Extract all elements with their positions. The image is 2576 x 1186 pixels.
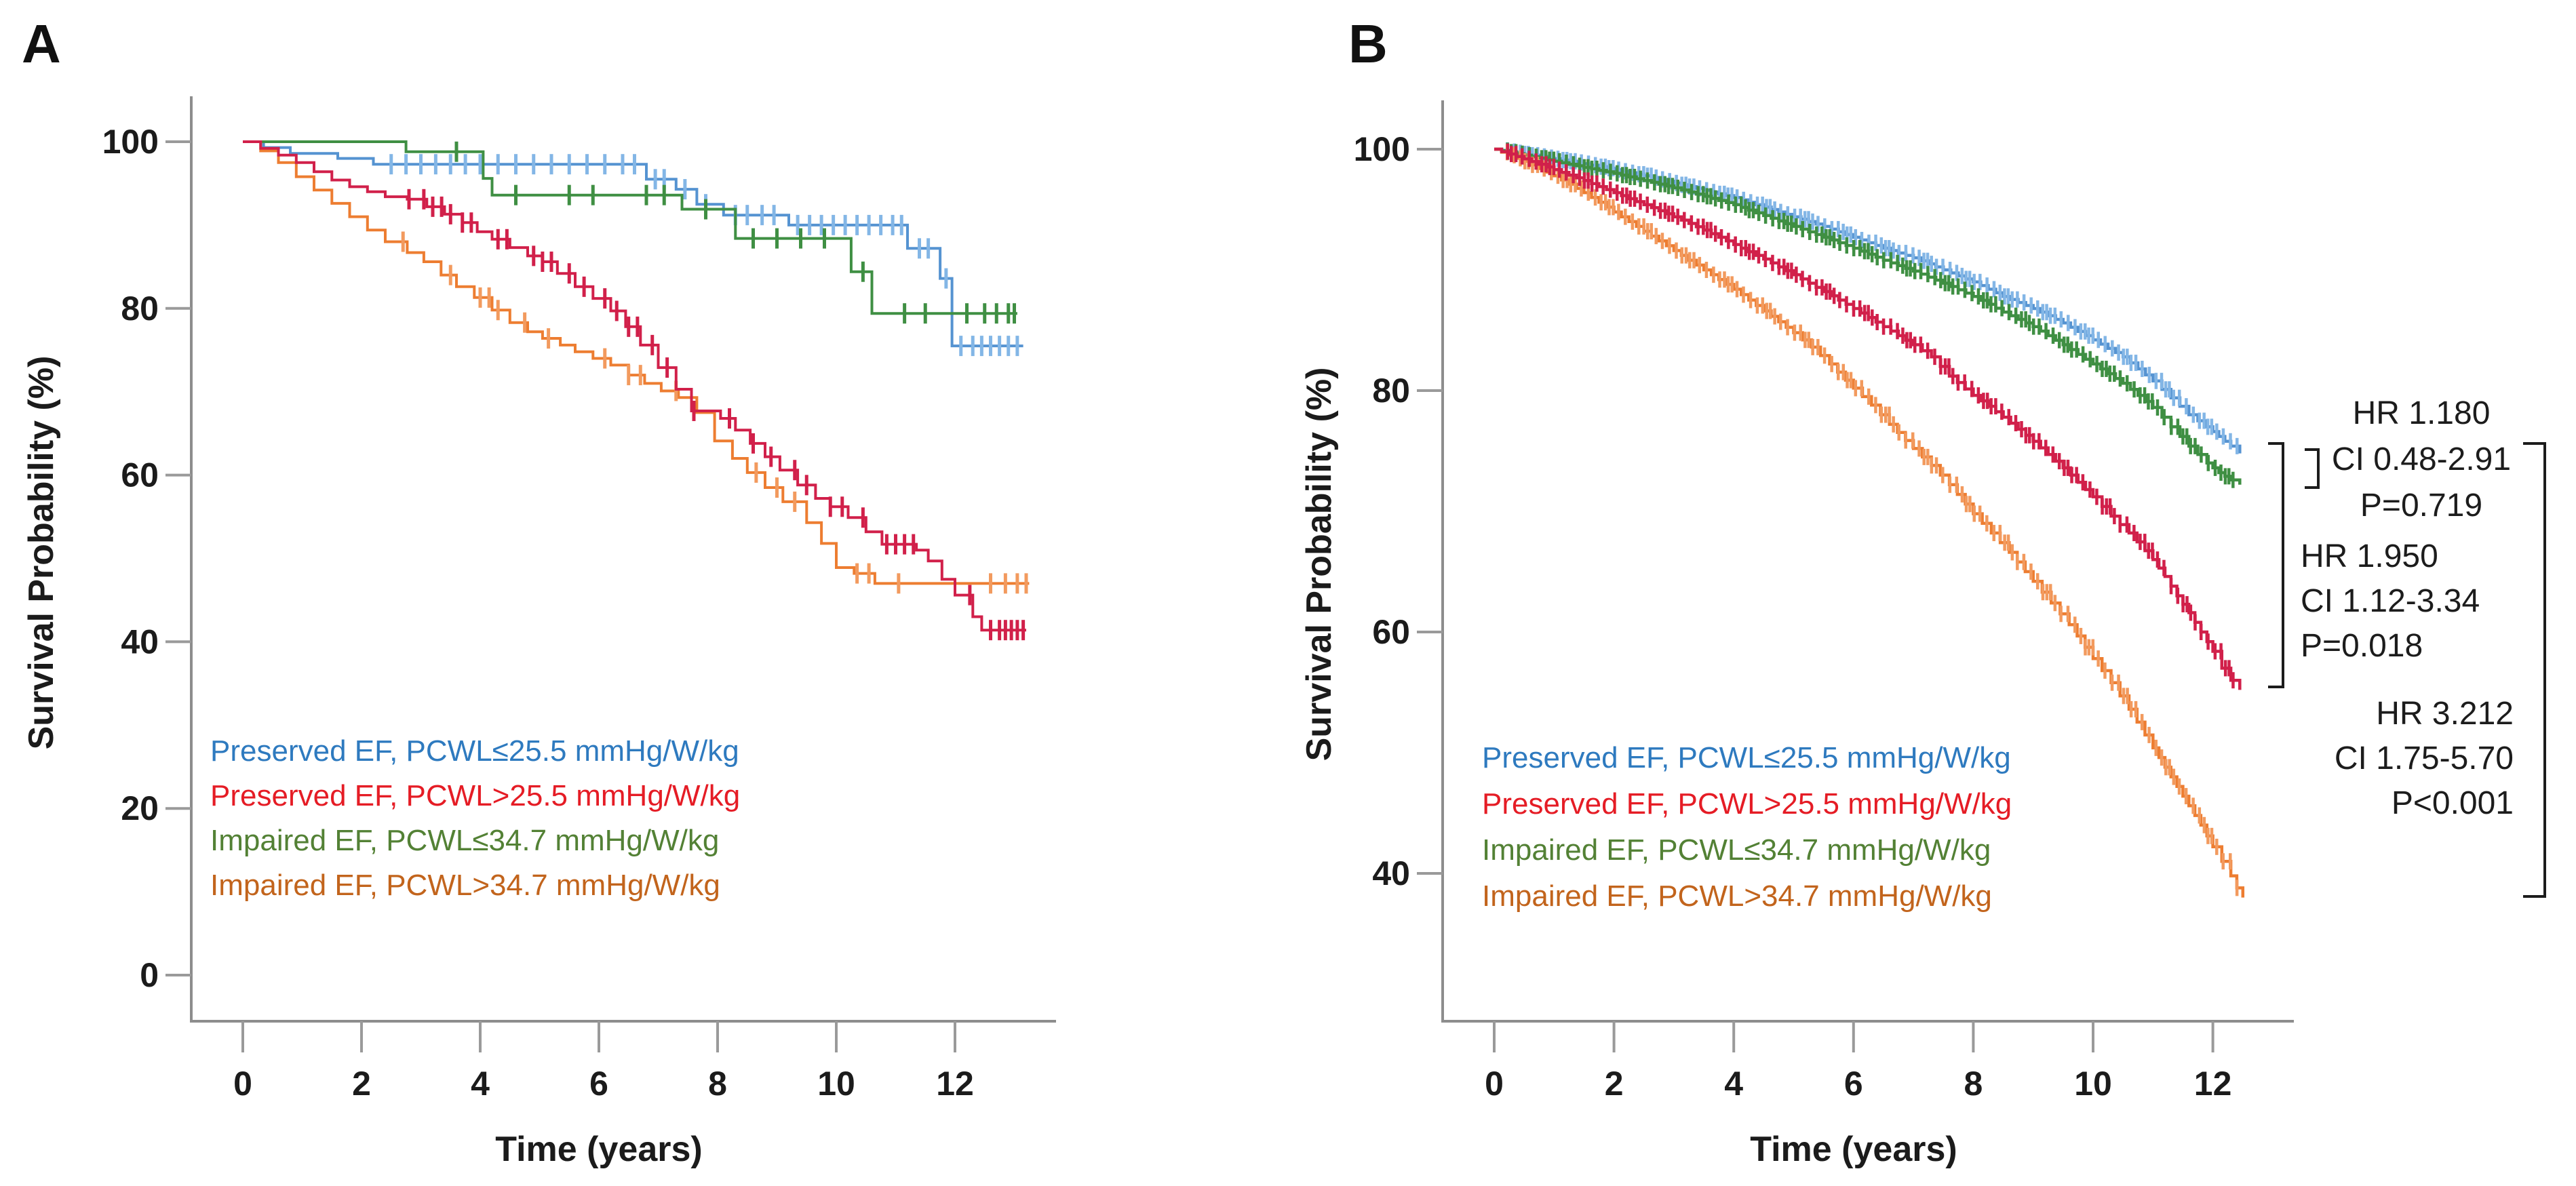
- ci-value: CI 1.75-5.70: [2334, 740, 2514, 776]
- legend-item-2: Impaired EF, PCWL≤34.7 mmHg/W/kg: [210, 824, 719, 857]
- legend-item-1: Preserved EF, PCWL>25.5 mmHg/W/kg: [210, 779, 740, 812]
- p-value: P=0.018: [2301, 628, 2423, 664]
- hr-value: HR 1.950: [2301, 538, 2438, 574]
- comparison-bracket-1: [2305, 448, 2320, 489]
- panel-b-legend: Preserved EF, PCWL≤25.5 mmHg/W/kg Preserv…: [1482, 741, 2012, 913]
- x-tick-label: 6: [589, 1065, 608, 1103]
- y-tick-label: 40: [121, 622, 159, 660]
- x-tick-label: 10: [817, 1065, 855, 1103]
- comparison-bracket-3: [2523, 442, 2546, 898]
- panel-b-label: B: [1348, 14, 1388, 74]
- legend-item-0: Preserved EF, PCWL≤25.5 mmHg/W/kg: [1482, 741, 2011, 774]
- y-tick-label: 60: [121, 456, 159, 494]
- panel-a-axes: [190, 96, 1056, 1023]
- panel-b-plot: 100 80 60 40 0 2 4 6 8 10 12: [1354, 100, 2546, 1103]
- panel-a-label: A: [22, 14, 61, 74]
- panel-b-x-axis-title: Time (years): [1750, 1130, 1957, 1169]
- p-value: P<0.001: [2391, 785, 2514, 821]
- x-tick-label: 6: [1844, 1065, 1863, 1103]
- y-tick-label: 20: [121, 789, 159, 827]
- censors-impaired-gt: [1505, 144, 2239, 896]
- comparison-bracket-2: [2268, 442, 2284, 688]
- y-tick-label: 60: [1372, 613, 1410, 651]
- legend-item-0: Preserved EF, PCWL≤25.5 mmHg/W/kg: [210, 734, 739, 768]
- legend-item-3: Impaired EF, PCWL>34.7 mmHg/W/kg: [210, 869, 720, 902]
- hr-annotation-preservedle-vs-preservedgt: HR 1.950 CI 1.12-3.34 P=0.018: [2301, 534, 2480, 669]
- hr-value: HR 3.212: [2376, 696, 2514, 732]
- censors-preserved-gt: [407, 189, 1026, 641]
- curve-preserved-gt: [1494, 147, 2242, 690]
- hr-annotation-preservedle-vs-impairedle: HR 1.180 CI 0.48-2.91 P=0.719: [2326, 391, 2516, 529]
- legend-item-3: Impaired EF, PCWL>34.7 mmHg/W/kg: [1482, 879, 1992, 913]
- censors-impaired-le: [454, 141, 1016, 324]
- x-tick-label: 4: [1724, 1065, 1743, 1103]
- legend-item-2: Impaired EF, PCWL≤34.7 mmHg/W/kg: [1482, 833, 1991, 867]
- x-tick-label: 2: [1605, 1065, 1624, 1103]
- censors-impaired-gt: [401, 231, 1028, 594]
- y-tick-label: 80: [1372, 372, 1410, 410]
- y-tick-label: 100: [102, 123, 159, 161]
- panel-a-plot: 100 80 60 40 20 0 0 2 4 6 8 10 12: [102, 96, 1056, 1103]
- curve-preserved-gt: [243, 140, 1026, 632]
- x-tick-label: 2: [352, 1065, 371, 1103]
- y-tick-label: 100: [1354, 130, 1410, 168]
- ci-value: CI 1.12-3.34: [2301, 583, 2480, 619]
- x-tick-label: 8: [708, 1065, 727, 1103]
- y-tick-label: 0: [140, 956, 159, 994]
- panel-a-y-axis-title: Survival Probability (%): [22, 356, 61, 750]
- y-tick-label: 40: [1372, 854, 1410, 892]
- panel-b-axes: [1441, 100, 2294, 1023]
- censors-impaired-le: [1506, 142, 2235, 488]
- x-tick-label: 10: [2074, 1065, 2112, 1103]
- hr-value: HR 1.180: [2352, 395, 2491, 431]
- x-tick-label: 8: [1964, 1065, 1983, 1103]
- x-tick-label: 4: [471, 1065, 490, 1103]
- censors-preserved-le: [389, 154, 1019, 357]
- legend-item-1: Preserved EF, PCWL>25.5 mmHg/W/kg: [1482, 787, 2012, 821]
- ci-value: CI 0.48-2.91: [2331, 441, 2512, 477]
- p-value: P=0.719: [2360, 488, 2483, 523]
- x-tick-label: 0: [233, 1065, 252, 1103]
- x-tick-label: 12: [2194, 1065, 2232, 1103]
- hr-annotation-preservedle-vs-impairedgt: HR 3.212 CI 1.75-5.70 P<0.001: [2259, 692, 2514, 826]
- y-tick-label: 80: [121, 290, 159, 328]
- panel-b-y-axis-title: Survival Probability (%): [1300, 368, 1339, 762]
- x-tick-label: 0: [1485, 1065, 1504, 1103]
- panel-a-x-axis-title: Time (years): [495, 1130, 702, 1169]
- curve-impaired-gt: [243, 140, 1030, 585]
- panel-a-legend: Preserved EF, PCWL≤25.5 mmHg/W/kg Preserv…: [210, 734, 740, 902]
- censors-preserved-gt: [1506, 143, 2235, 689]
- x-tick-label: 12: [936, 1065, 974, 1103]
